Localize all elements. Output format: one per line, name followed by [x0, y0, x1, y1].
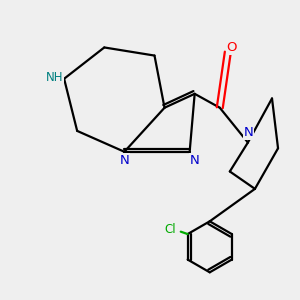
- Text: N: N: [189, 154, 199, 167]
- Text: O: O: [226, 41, 237, 54]
- Text: N: N: [244, 126, 254, 140]
- Text: NH: NH: [46, 71, 64, 84]
- Text: N: N: [119, 154, 129, 167]
- Text: Cl: Cl: [165, 223, 176, 236]
